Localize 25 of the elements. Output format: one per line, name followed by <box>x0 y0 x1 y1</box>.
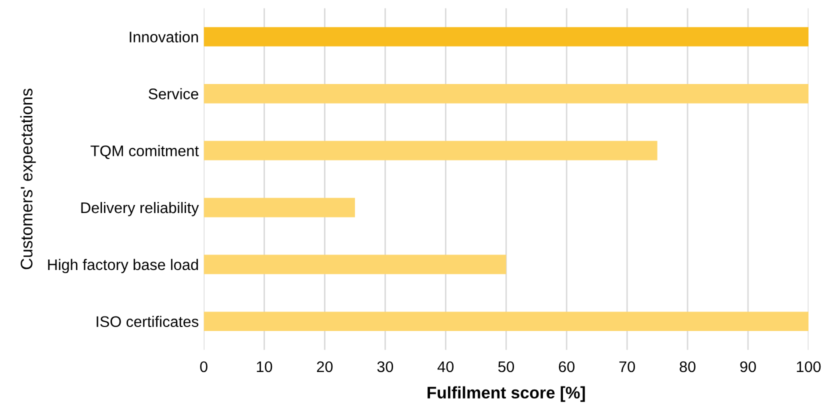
y-tick-label: Delivery reliability <box>81 202 199 216</box>
x-axis-title: Fulfilment score [%] <box>428 386 585 402</box>
x-tick-label: 60 <box>558 361 575 372</box>
x-tick-label: 50 <box>498 361 514 372</box>
x-tick-label: 20 <box>316 361 333 372</box>
bar <box>204 312 808 332</box>
x-tick-label: 10 <box>256 361 272 372</box>
bar <box>204 27 808 46</box>
y-tick-label: TQM comitment <box>90 145 199 160</box>
x-tick-label: 90 <box>740 361 756 372</box>
bar <box>204 254 506 274</box>
y-tick-label: Service <box>148 88 198 100</box>
y-tick-label: ISO certificates <box>96 316 198 328</box>
y-tick-label: High factory base load <box>48 258 198 274</box>
x-tick-label: 80 <box>680 361 696 372</box>
x-tick-label: 40 <box>438 361 454 372</box>
x-tick-label: 30 <box>377 361 394 372</box>
bar <box>204 140 658 160</box>
x-tick-label: 100 <box>796 361 821 372</box>
y-tick-label: Innovation <box>130 31 198 42</box>
bar <box>204 84 808 104</box>
y-axis-title: Customers' expectations <box>20 88 36 270</box>
x-tick-label: 0 <box>200 361 208 372</box>
x-tick-label: 70 <box>619 361 635 372</box>
bar <box>204 198 355 218</box>
